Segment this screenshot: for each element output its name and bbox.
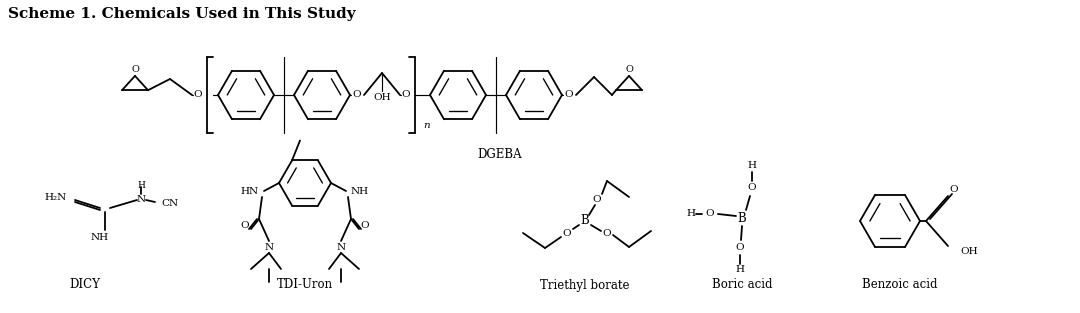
Text: O: O bbox=[361, 222, 369, 230]
Text: Scheme 1. Chemicals Used in This Study: Scheme 1. Chemicals Used in This Study bbox=[8, 7, 355, 21]
Text: O: O bbox=[353, 90, 362, 100]
Text: B: B bbox=[581, 214, 590, 228]
Text: N: N bbox=[265, 243, 273, 252]
Text: H: H bbox=[137, 182, 145, 191]
Text: H₂N: H₂N bbox=[44, 193, 67, 203]
Text: OH: OH bbox=[960, 248, 977, 256]
Text: DGEBA: DGEBA bbox=[477, 148, 523, 162]
Text: B: B bbox=[738, 212, 746, 224]
Text: O: O bbox=[565, 90, 573, 100]
Text: OH: OH bbox=[374, 94, 391, 102]
Text: N: N bbox=[136, 196, 146, 204]
Text: O: O bbox=[241, 222, 249, 230]
Text: H: H bbox=[747, 162, 756, 171]
Text: DICY: DICY bbox=[69, 279, 100, 291]
Text: O: O bbox=[193, 90, 202, 100]
Text: O: O bbox=[735, 244, 744, 253]
Text: O: O bbox=[593, 194, 602, 203]
Text: NH: NH bbox=[351, 187, 369, 196]
Text: Triethyl borate: Triethyl borate bbox=[540, 279, 630, 291]
Text: O: O bbox=[625, 65, 633, 74]
Text: O: O bbox=[563, 228, 571, 238]
Text: CN: CN bbox=[161, 199, 178, 208]
Text: H: H bbox=[735, 265, 744, 275]
Text: Benzoic acid: Benzoic acid bbox=[862, 279, 937, 291]
Text: O: O bbox=[603, 228, 611, 238]
Text: O: O bbox=[747, 183, 756, 192]
Text: O: O bbox=[402, 90, 410, 100]
Text: N: N bbox=[337, 243, 346, 252]
Text: HN: HN bbox=[241, 187, 259, 196]
Text: Boric acid: Boric acid bbox=[712, 279, 772, 291]
Text: TDI-Uron: TDI-Uron bbox=[276, 279, 333, 291]
Text: NH: NH bbox=[91, 233, 109, 243]
Text: O: O bbox=[131, 65, 139, 74]
Text: O: O bbox=[705, 208, 714, 218]
Text: O: O bbox=[949, 186, 958, 194]
Text: n: n bbox=[423, 121, 430, 130]
Text: H: H bbox=[686, 208, 696, 218]
